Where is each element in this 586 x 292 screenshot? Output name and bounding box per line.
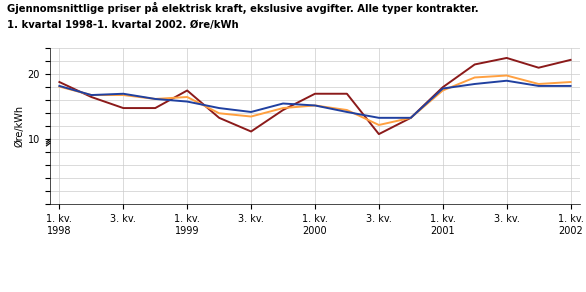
Text: 1. kvartal 1998-1. kvartal 2002. Øre/kWh: 1. kvartal 1998-1. kvartal 2002. Øre/kWh — [7, 20, 239, 30]
Y-axis label: Øre/kWh: Øre/kWh — [15, 105, 25, 147]
Text: Gjennomsnittlige priser på elektrisk kraft, ekslusive avgifter. Alle typer kontr: Gjennomsnittlige priser på elektrisk kra… — [7, 1, 479, 13]
